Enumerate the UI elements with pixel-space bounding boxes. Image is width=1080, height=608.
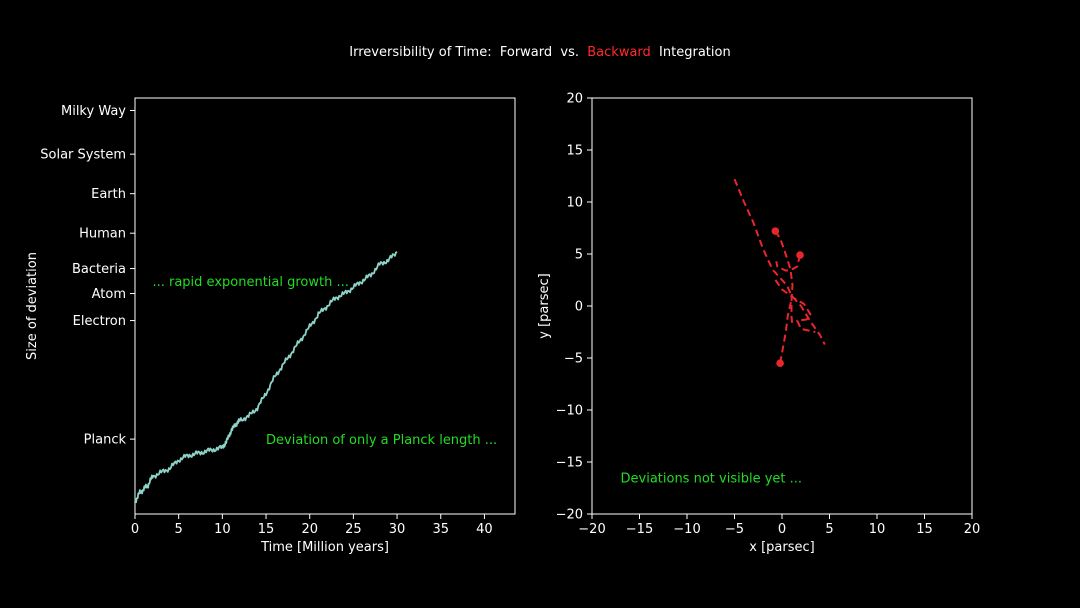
right-data-point [776, 359, 784, 368]
left-y-tick-label: Electron [73, 314, 126, 329]
right-series-line [733, 178, 826, 345]
left-plot-lines [134, 251, 398, 504]
right-series-line [774, 230, 794, 327]
left-x-tick-label: 40 [476, 522, 493, 537]
right-series-line [779, 295, 794, 364]
left-annotation: ... rapid exponential growth ... [152, 275, 348, 290]
title-suffix: Integration [650, 45, 731, 60]
right-plot-lines [733, 178, 826, 368]
left-y-tick-label: Earth [91, 187, 126, 202]
right-x-tick-label: 15 [916, 522, 933, 537]
right-y-axis-label: y [parsec] [537, 273, 552, 338]
title-prefix: Irreversibility of Time: Forward vs. [349, 45, 588, 60]
left-x-tick-label: 0 [131, 522, 139, 537]
left-y-tick-label: Human [79, 227, 126, 242]
left-annotation: Deviation of only a Planck length ... [266, 433, 497, 448]
right-y-tick-label: −5 [564, 352, 583, 367]
right-plot-frame [591, 97, 973, 515]
left-x-tick-label: 15 [258, 522, 275, 537]
right-y-tick-label: 0 [575, 300, 583, 315]
right-x-tick-label: 0 [778, 522, 786, 537]
right-y-tick-label: −15 [556, 456, 583, 471]
right-x-axis-label: x [parsec] [749, 540, 814, 555]
right-series-line [775, 254, 801, 272]
left-x-tick-label: 25 [345, 522, 362, 537]
left-x-tick-label: 35 [432, 522, 449, 537]
left-y-tick-label: Planck [84, 433, 127, 448]
left-plot-frame [134, 97, 516, 515]
right-axis-ticks: −20 −15 −10 −5 0 5 10 15 20 −20 −15 −10 −5 0 5 10 15 20 [556, 92, 981, 538]
left-y-tick-label: Solar System [40, 148, 126, 163]
right-y-tick-label: 10 [566, 196, 583, 211]
right-x-tick-label: −15 [626, 522, 653, 537]
right-annotation: Deviations not visible yet ... [621, 472, 803, 487]
left-x-tick-label: 10 [214, 522, 231, 537]
left-y-tick-label: Bacteria [72, 262, 126, 277]
left-axis-ticks: 0 5 10 15 20 25 30 35 40 Planck Electron Atom Bacter… [40, 104, 492, 537]
left-series-line [134, 251, 398, 504]
left-x-tick-label: 5 [175, 522, 183, 537]
left-x-axis-label: Time [Million years] [260, 540, 389, 555]
right-series-line [774, 279, 816, 333]
left-y-tick-label: Atom [92, 287, 126, 302]
right-y-tick-label: −10 [556, 404, 583, 419]
left-x-tick-label: 30 [389, 522, 406, 537]
right-x-tick-label: −20 [578, 522, 605, 537]
right-x-tick-label: −10 [673, 522, 700, 537]
right-y-tick-label: 5 [575, 248, 583, 263]
right-data-point [796, 251, 804, 259]
right-x-tick-label: 5 [825, 522, 833, 537]
left-x-tick-label: 20 [301, 522, 318, 537]
title-highlight: Backward [587, 45, 651, 60]
right-x-tick-label: 20 [964, 522, 981, 537]
annotations: ... rapid exponential growth ... Deviatio… [152, 275, 802, 487]
right-x-tick-label: 10 [869, 522, 886, 537]
chart-title: Irreversibility of Time: Forward vs. Bac… [0, 45, 1080, 60]
left-y-axis-label: Size of deviation [25, 252, 40, 360]
right-x-tick-label: −5 [725, 522, 744, 537]
right-y-tick-label: −20 [556, 508, 583, 523]
right-y-tick-label: 15 [566, 144, 583, 159]
right-y-tick-label: 20 [566, 92, 583, 107]
left-y-tick-label: Milky Way [61, 104, 126, 119]
right-data-point [771, 227, 780, 235]
